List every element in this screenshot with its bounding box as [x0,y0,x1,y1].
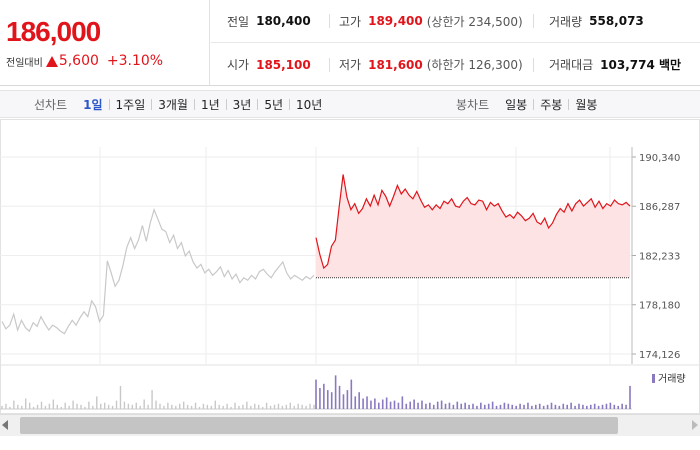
period-3m-button[interactable]: 3개월 [158,97,188,112]
stat-row-1: 전일 180,400 고가 189,400 (상한가 234,500) 거래량 … [211,0,700,43]
high-value: 189,400 [368,14,423,28]
prev-close-stat: 전일 180,400 [227,12,311,30]
change-amount: 5,600 [58,53,99,69]
chart-toolbar: 선차트 1일 1주일 3개월 1년 3년 5년 10년 봉차트 일봉 주봉 월봉 [0,90,700,118]
candle-chart-title: 봉차트 [456,97,490,112]
current-price: 186,000 [6,16,101,47]
divider [329,57,330,72]
period-1w-button[interactable]: 1주일 [115,97,146,112]
candle-chart-periods: 봉차트 일봉 주봉 월봉 [456,91,603,117]
amount-stat: 거래대금 103,774 백만 [549,56,681,74]
previous-day-price-line [1,207,315,335]
open-label: 시가 [227,58,250,72]
amount-label: 거래대금 [549,58,594,72]
weekly-candle-button[interactable]: 주봉 [540,97,563,112]
y-tick-label: 182,233 [639,252,680,263]
divider [151,98,153,110]
stat-row-2: 시가 185,100 저가 181,600 (하한가 126,300) 거래대금… [211,43,700,86]
lower-limit: (하한가 126,300) [426,58,523,72]
divider [329,14,330,28]
divider [225,98,227,110]
price-chart[interactable]: 190,340 186,287 182,233 178,180 174,126 거래량 [0,119,700,414]
today-price-area [316,174,630,278]
up-triangle-icon [45,55,58,67]
price-chart-svg: 190,340 186,287 182,233 178,180 174,126 거래량 [0,119,700,414]
volume-label: 거래량 [549,14,583,29]
daily-candle-button[interactable]: 일봉 [505,97,528,112]
line-chart-periods: 선차트 1일 1주일 3개월 1년 3년 5년 10년 [34,91,328,117]
chart-scrollbar[interactable] [0,414,700,436]
period-5y-button[interactable]: 5년 [264,97,284,112]
y-tick-label: 190,340 [639,153,680,164]
scroll-thumb[interactable] [20,417,618,434]
prev-close-value: 180,400 [256,14,311,28]
y-tick-label: 178,180 [639,301,680,312]
line-chart-title: 선차트 [34,97,68,112]
period-3y-button[interactable]: 3년 [232,97,252,112]
quote-summary: 186,000 전일대비 5,600 +3.10% 전일 180,400 고가 … [0,0,700,86]
volume-legend-label: 거래량 [658,373,686,385]
divider [108,98,110,110]
divider [533,57,534,72]
divider [257,98,259,110]
high-stat: 고가 189,400 (상한가 234,500) [339,12,523,30]
current-price-box: 186,000 전일대비 5,600 +3.10% [0,0,210,86]
period-1y-button[interactable]: 1년 [200,97,220,112]
change-percent: +3.10% [106,53,164,69]
divider [568,98,570,110]
upper-limit: (상한가 234,500) [426,14,523,29]
low-stat: 저가 181,600 (하한가 126,300) [339,56,523,74]
y-tick-label: 174,126 [639,350,680,361]
divider [289,98,291,110]
open-stat: 시가 185,100 [227,56,311,74]
divider [193,98,195,110]
stat-grid: 전일 180,400 고가 189,400 (상한가 234,500) 거래량 … [211,0,700,86]
low-label: 저가 [339,58,362,72]
period-1d-button[interactable]: 1일 [83,97,103,112]
volume-value: 558,073 [589,14,644,28]
divider [533,14,534,28]
change-label: 전일대비 [6,57,43,69]
y-tick-label: 186,287 [639,202,680,213]
high-label: 고가 [339,14,362,29]
today-price-line [315,174,631,270]
scroll-right-arrow-icon[interactable] [692,420,698,430]
scroll-left-arrow-icon[interactable] [2,420,8,430]
volume-legend-swatch [652,374,655,383]
open-value: 185,100 [256,57,311,72]
period-10y-button[interactable]: 10년 [296,97,323,112]
volume-stat: 거래량 558,073 [549,12,644,30]
monthly-candle-button[interactable]: 월봉 [575,97,598,112]
low-value: 181,600 [368,57,423,72]
amount-value: 103,774 백만 [600,58,682,72]
prev-close-label: 전일 [227,14,250,29]
divider [533,98,535,110]
change-row: 전일대비 5,600 +3.10% [6,53,163,69]
